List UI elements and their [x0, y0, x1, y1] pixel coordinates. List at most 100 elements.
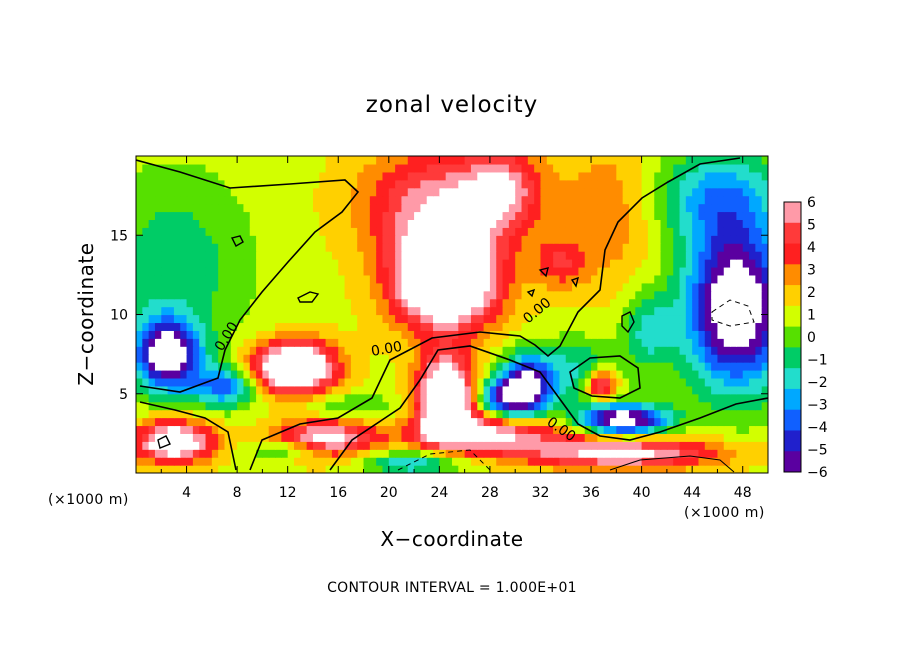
heatmap-cell: [319, 203, 327, 213]
heatmap-cell: [268, 425, 276, 434]
heatmap-cell: [420, 187, 428, 197]
heatmap-cell: [692, 449, 700, 458]
heatmap-cell: [489, 290, 497, 300]
heatmap-cell: [723, 171, 731, 181]
heatmap-cell: [167, 179, 175, 189]
heatmap-cell: [635, 385, 643, 395]
heatmap-cell: [243, 385, 251, 395]
heatmap-cell: [154, 187, 162, 197]
heatmap-cell: [338, 377, 346, 387]
colorbar-swatch: [784, 409, 801, 431]
heatmap-cell: [470, 425, 478, 434]
heatmap-cell: [256, 171, 263, 181]
heatmap-cell: [692, 274, 700, 284]
heatmap-cell: [515, 243, 523, 252]
heatmap-cell: [698, 314, 706, 324]
heatmap-cell: [755, 156, 763, 165]
heatmap-cell: [546, 369, 554, 379]
heatmap-cell: [243, 179, 251, 189]
heatmap-cell: [470, 465, 478, 473]
heatmap-cell: [761, 298, 768, 308]
heatmap-cell: [534, 330, 542, 339]
heatmap-cell: [281, 235, 289, 244]
heatmap-cell: [616, 346, 624, 355]
heatmap-cell: [496, 243, 504, 252]
heatmap-cell: [546, 417, 554, 427]
heatmap-cell: [300, 195, 308, 205]
heatmap-cell: [610, 243, 617, 252]
heatmap-cell: [369, 314, 377, 324]
x-axis-label: X−coordinate: [380, 527, 523, 551]
heatmap-cell: [243, 346, 251, 355]
heatmap-cell: [692, 251, 700, 260]
heatmap-cell: [414, 203, 421, 213]
heatmap-cell: [458, 187, 466, 197]
heatmap-cell: [224, 449, 232, 458]
heatmap-cell: [388, 211, 396, 220]
heatmap-cell: [395, 425, 403, 434]
heatmap-cell: [452, 425, 459, 434]
heatmap-cell: [300, 187, 308, 197]
heatmap-cell: [192, 251, 200, 260]
heatmap-cell: [698, 251, 706, 260]
heatmap-cell: [464, 259, 472, 268]
heatmap-cell: [565, 409, 573, 419]
heatmap-cell: [300, 211, 308, 220]
heatmap-cell: [742, 433, 750, 442]
colorbar-label: −1: [807, 353, 828, 369]
heatmap-cell: [395, 266, 403, 276]
heatmap-cell: [268, 195, 276, 205]
heatmap-cell: [749, 401, 756, 411]
heatmap-cell: [673, 243, 681, 252]
heatmap-cell: [331, 163, 339, 173]
heatmap-cell: [281, 369, 289, 379]
heatmap-cell: [142, 235, 150, 244]
heatmap-cell: [527, 385, 535, 395]
heatmap-cell: [597, 393, 605, 403]
heatmap-cell: [173, 449, 181, 458]
heatmap-cell: [578, 369, 586, 379]
heatmap-cell: [401, 195, 409, 205]
heatmap-cell: [534, 385, 542, 395]
heatmap-cell: [199, 346, 207, 355]
heatmap-cell: [534, 441, 542, 450]
heatmap-cell: [388, 346, 396, 355]
heatmap-cell: [161, 195, 169, 205]
heatmap-cell: [654, 346, 662, 355]
heatmap-cell: [553, 457, 561, 466]
heatmap-cell: [382, 235, 390, 244]
heatmap-cell: [325, 338, 333, 347]
heatmap-cell: [692, 465, 700, 473]
heatmap-cell: [401, 330, 409, 339]
heatmap-cell: [205, 385, 213, 395]
heatmap-cell: [148, 179, 156, 189]
heatmap-cell: [401, 369, 409, 379]
heatmap-cell: [622, 338, 630, 347]
heatmap-cell: [666, 401, 674, 411]
heatmap-cell: [603, 409, 611, 419]
heatmap-cell: [433, 441, 440, 450]
heatmap-cell: [534, 298, 542, 308]
heatmap-cell: [597, 290, 605, 300]
heatmap-cell: [527, 457, 535, 466]
heatmap-cell: [154, 259, 162, 268]
heatmap-cell: [610, 298, 617, 308]
heatmap-cell: [692, 314, 700, 324]
heatmap-cell: [382, 306, 390, 316]
heatmap-cell: [300, 393, 308, 403]
heatmap-cell: [363, 259, 371, 268]
heatmap-cell: [161, 211, 169, 220]
heatmap-cell: [180, 457, 188, 466]
heatmap-cell: [167, 306, 175, 316]
heatmap-cell: [186, 330, 194, 339]
heatmap-cell: [205, 369, 213, 379]
heatmap-cell: [249, 449, 257, 458]
heatmap-cell: [502, 441, 510, 450]
heatmap-cell: [679, 322, 687, 331]
heatmap-cell: [749, 290, 756, 300]
heatmap-cell: [723, 322, 731, 331]
heatmap-cell: [395, 369, 403, 379]
heatmap-cell: [603, 393, 611, 403]
heatmap-cell: [148, 243, 156, 252]
heatmap-cell: [154, 354, 162, 363]
